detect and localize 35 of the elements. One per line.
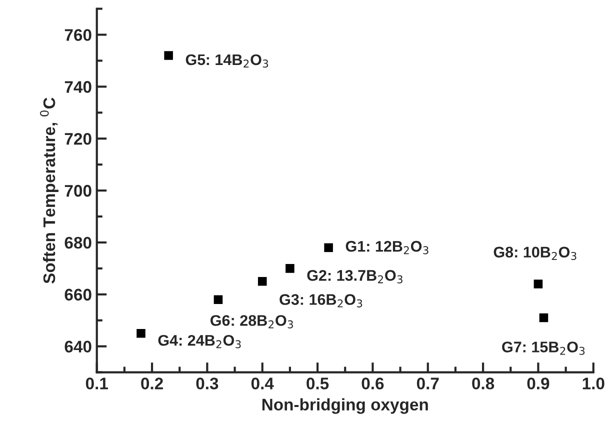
y-tick-label: 760 (64, 29, 92, 41)
point (324, 243, 333, 252)
annotation: G5: 14B$_{2}$O$_{3}$ (186, 54, 268, 68)
point (286, 264, 294, 273)
point (534, 280, 543, 288)
y-tick-label: 720 (64, 132, 92, 145)
y-tick-label: 660 (64, 288, 92, 301)
point (164, 51, 173, 60)
x-axis-title: Non-bridging oxygen (262, 398, 428, 414)
annotation: G6: 28B$_{2}$O$_{3}$ (210, 315, 293, 328)
y-axis-title: Soften Temperature, $^{0}$C (40, 98, 58, 284)
x-tick-label: 1.0 (582, 378, 604, 390)
x-tick-label: 0.7 (416, 378, 439, 390)
x-tick-label: 0.3 (196, 378, 218, 390)
x-tick-label: 0.2 (141, 378, 163, 390)
point (214, 295, 223, 304)
x-tick-label: 0.8 (472, 378, 494, 390)
x-tick-label: 0.6 (362, 378, 384, 390)
point (258, 277, 267, 286)
x-tick-label: 0.4 (251, 378, 274, 390)
annotation: G1: 12B$_{2}$O$_{3}$ (346, 240, 428, 254)
annotation: G4: 24B$_{2}$O$_{3}$ (158, 334, 241, 348)
annotation: G3: 16B$_{2}$O$_{3}$ (280, 294, 362, 308)
point (136, 328, 146, 338)
y-tick-label: 700 (64, 184, 92, 197)
annotation: G2: 13.7B$_{2}$O$_{3}$ (307, 270, 402, 284)
y-tick-label: 680 (64, 236, 92, 249)
x-tick-label: 0.1 (86, 378, 108, 390)
annotation: G8: 10B$_{2}$O$_{3}$ (494, 246, 576, 260)
y-tick-label: 740 (64, 81, 92, 93)
annotation: G7: 15B$_{2}$O$_{3}$ (502, 342, 585, 355)
x-tick-label: 0.5 (306, 378, 329, 390)
point (539, 313, 548, 322)
y-tick-label: 640 (64, 340, 92, 353)
x-tick-label: 0.9 (527, 378, 550, 390)
